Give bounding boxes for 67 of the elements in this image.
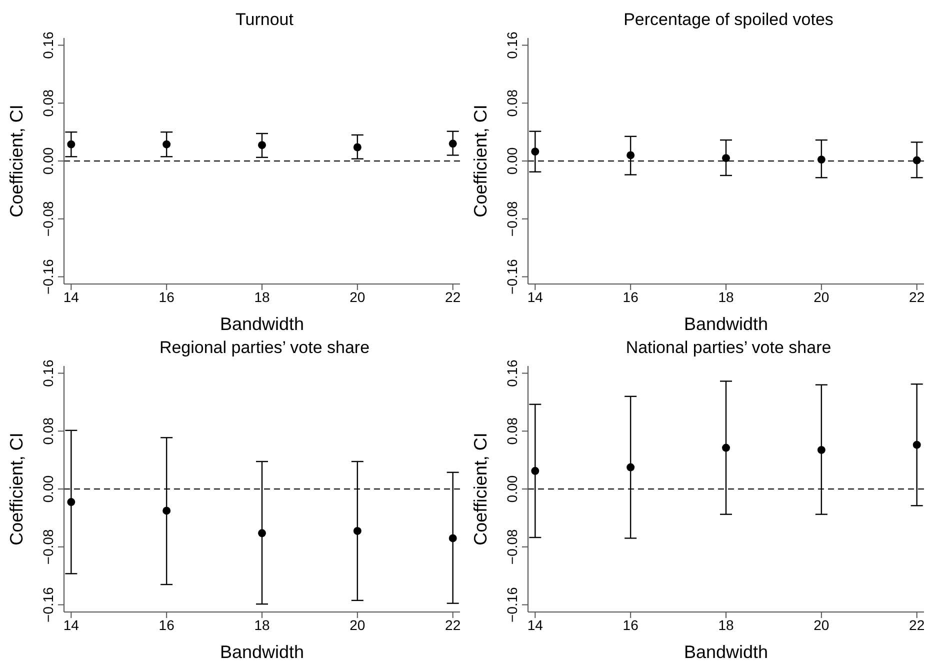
y-tick-label: 0.08 <box>504 89 520 117</box>
point <box>626 463 635 472</box>
point <box>258 529 266 538</box>
x-tick-label: 14 <box>63 288 80 305</box>
x-tick-label: 16 <box>622 288 639 305</box>
y-tick-label: −0.16 <box>40 586 56 622</box>
y-tick-label: 0.16 <box>40 359 56 387</box>
point <box>162 506 171 515</box>
x-axis-title: Bandwidth <box>684 314 768 334</box>
x-tick-label: 20 <box>814 616 830 633</box>
x-tick-label: 14 <box>527 616 544 633</box>
x-tick-label: 18 <box>718 288 734 305</box>
chart-title: Percentage of spoiled votes <box>622 10 834 30</box>
x-tick-label: 18 <box>718 616 734 633</box>
y-tick-label: −0.16 <box>40 258 56 294</box>
y-tick-label: −0.08 <box>40 200 56 237</box>
y-tick-label: −0.16 <box>504 586 520 622</box>
y-tick-label: 0.16 <box>504 31 520 59</box>
x-tick-label: 16 <box>158 616 175 633</box>
y-axis-title: Coefficient, CI <box>470 432 490 546</box>
point <box>353 526 362 535</box>
y-tick-label: 0.00 <box>504 475 520 503</box>
chart-title: National parties’ vote share <box>624 338 832 358</box>
x-tick-label: 20 <box>350 616 366 633</box>
x-tick-label: 18 <box>254 288 270 305</box>
chart-title: Turnout <box>234 10 294 30</box>
x-tick-label: 22 <box>445 288 461 305</box>
point <box>722 154 730 162</box>
y-tick-label: 0.08 <box>504 417 520 445</box>
point <box>912 156 921 164</box>
x-axis-title: Bandwidth <box>220 314 304 334</box>
y-tick-label: −0.16 <box>504 258 520 294</box>
y-tick-label: −0.08 <box>40 528 56 565</box>
point <box>722 444 730 452</box>
x-axis-title: Bandwidth <box>220 642 304 662</box>
y-axis-title: Coefficient, CI <box>470 104 490 218</box>
x-tick-label: 20 <box>350 288 366 305</box>
point <box>531 466 540 475</box>
y-tick-label: 0.00 <box>40 147 56 175</box>
y-tick-label: −0.08 <box>504 528 520 565</box>
x-tick-label: 22 <box>909 288 925 305</box>
x-tick-label: 14 <box>527 288 544 305</box>
point <box>448 534 457 542</box>
point <box>531 148 540 156</box>
x-tick-label: 14 <box>63 616 80 633</box>
x-axis-title: Bandwidth <box>684 642 768 662</box>
x-tick-label: 20 <box>814 288 830 305</box>
y-tick-label: 0.00 <box>40 475 56 503</box>
y-tick-label: 0.16 <box>504 359 520 387</box>
point <box>817 156 826 164</box>
y-tick-label: −0.08 <box>504 200 520 237</box>
y-tick-label: 0.08 <box>40 89 56 117</box>
y-axis-title: Coefficient, CI <box>6 432 26 546</box>
y-tick-label: 0.08 <box>40 417 56 445</box>
x-tick-label: 18 <box>254 616 270 633</box>
point <box>67 498 76 506</box>
y-tick-label: 0.00 <box>504 147 520 175</box>
x-tick-label: 22 <box>909 616 925 633</box>
point <box>626 151 635 160</box>
y-tick-label: 0.16 <box>40 31 56 59</box>
point <box>817 446 826 454</box>
point <box>912 440 921 449</box>
y-axis-title: Coefficient, CI <box>6 104 26 218</box>
x-tick-label: 16 <box>622 616 639 633</box>
x-tick-label: 16 <box>158 288 175 305</box>
x-tick-label: 22 <box>445 616 461 633</box>
chart-title: Regional parties’ vote share <box>158 338 371 358</box>
